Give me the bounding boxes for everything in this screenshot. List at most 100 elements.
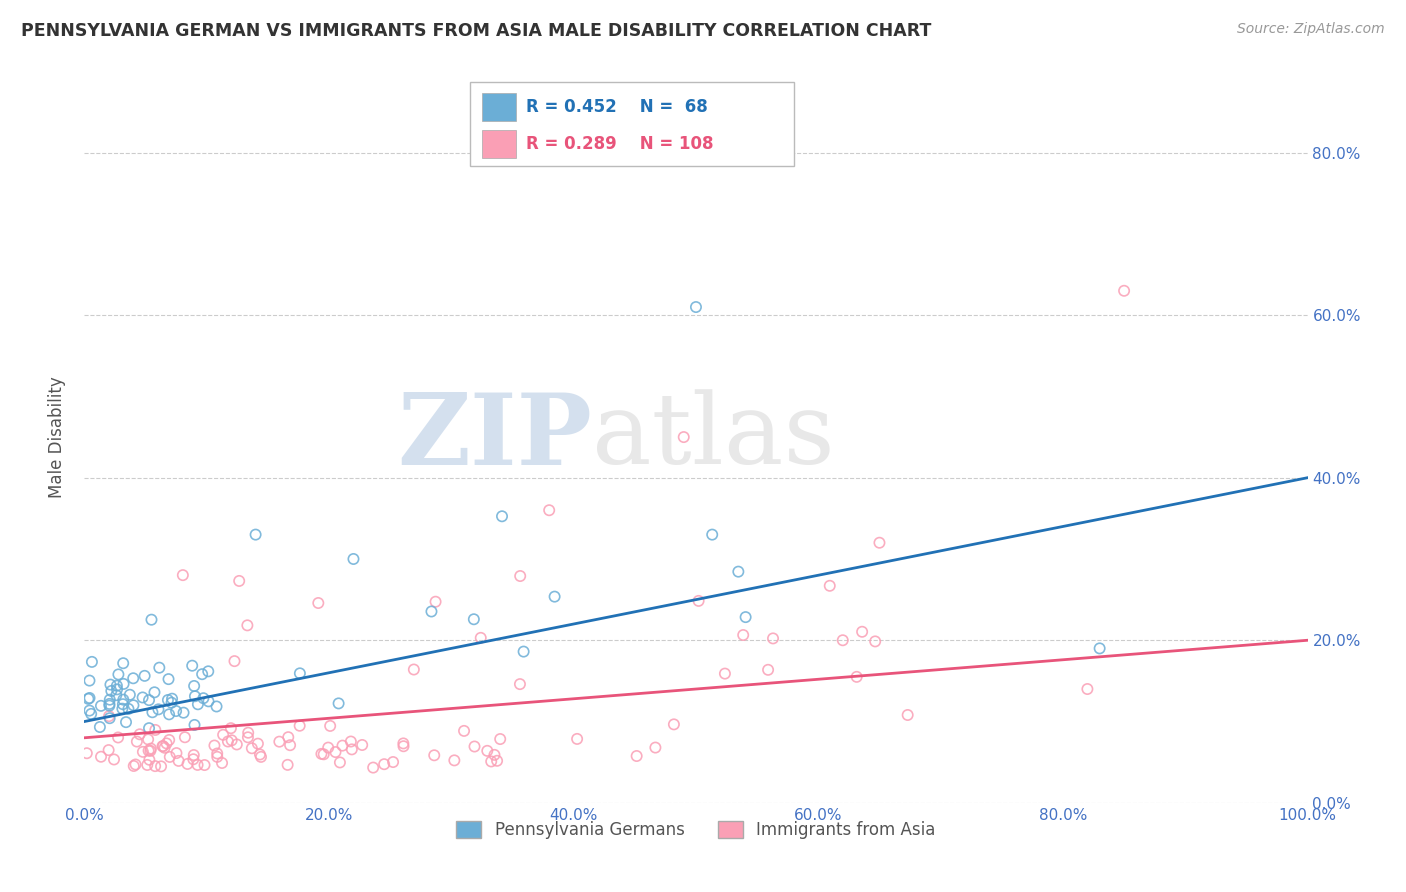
- Point: [105, 682, 128, 697]
- Point: [311, 747, 333, 761]
- Point: [228, 574, 250, 588]
- Point: [197, 694, 219, 708]
- Point: [141, 705, 163, 719]
- Point: [307, 596, 329, 610]
- Point: [97, 743, 120, 757]
- Point: [111, 701, 134, 715]
- Point: [250, 750, 273, 764]
- Point: [138, 693, 160, 707]
- Point: [153, 740, 176, 755]
- Point: [157, 733, 180, 747]
- Point: [80, 706, 103, 721]
- Point: [509, 677, 531, 691]
- Point: [138, 744, 160, 758]
- Point: [105, 679, 128, 693]
- Point: [107, 667, 129, 681]
- Point: [329, 756, 352, 770]
- Point: [111, 697, 134, 711]
- Point: [219, 721, 242, 735]
- Point: [204, 739, 226, 753]
- Text: Source: ZipAtlas.com: Source: ZipAtlas.com: [1237, 22, 1385, 37]
- Point: [98, 711, 121, 725]
- Point: [425, 595, 447, 609]
- Point: [77, 691, 100, 706]
- Point: [863, 634, 886, 648]
- Point: [756, 663, 779, 677]
- Point: [392, 739, 415, 754]
- Point: [538, 503, 561, 517]
- Point: [423, 748, 446, 763]
- Point: [176, 756, 198, 771]
- Point: [128, 727, 150, 741]
- Point: [489, 732, 512, 747]
- Point: [212, 728, 235, 742]
- Point: [509, 569, 531, 583]
- Point: [103, 752, 125, 766]
- Point: [191, 667, 214, 681]
- Point: [124, 757, 146, 772]
- Point: [76, 746, 98, 760]
- Point: [463, 612, 485, 626]
- Point: [183, 679, 205, 693]
- Point: [236, 618, 259, 632]
- Point: [402, 663, 425, 677]
- Point: [470, 631, 492, 645]
- Point: [184, 690, 207, 704]
- Point: [662, 717, 685, 731]
- Point: [160, 691, 183, 706]
- Point: [131, 690, 153, 705]
- Point: [205, 699, 228, 714]
- Point: [89, 720, 111, 734]
- Point: [80, 655, 103, 669]
- Point: [181, 658, 204, 673]
- Point: [453, 723, 475, 738]
- Point: [143, 685, 166, 699]
- Point: [312, 747, 335, 762]
- Point: [138, 721, 160, 735]
- Point: [688, 594, 710, 608]
- Point: [373, 757, 395, 772]
- Point: [217, 734, 239, 748]
- Point: [463, 739, 485, 754]
- Point: [225, 738, 247, 752]
- Point: [224, 654, 246, 668]
- Point: [565, 731, 588, 746]
- Point: [831, 633, 853, 648]
- Point: [157, 672, 180, 686]
- Point: [136, 758, 159, 772]
- Point: [278, 738, 301, 752]
- Point: [136, 732, 159, 747]
- Point: [332, 739, 354, 753]
- Point: [236, 731, 259, 745]
- Point: [238, 725, 260, 739]
- Point: [100, 684, 122, 698]
- Point: [851, 624, 873, 639]
- Point: [1088, 641, 1111, 656]
- Point: [143, 723, 166, 737]
- Point: [897, 708, 920, 723]
- Point: [644, 740, 666, 755]
- Point: [148, 702, 170, 716]
- Point: [269, 734, 291, 748]
- Point: [245, 527, 267, 541]
- Point: [197, 665, 219, 679]
- Point: [117, 702, 139, 716]
- Point: [734, 610, 756, 624]
- Point: [112, 657, 135, 671]
- Point: [112, 677, 135, 691]
- Point: [818, 579, 841, 593]
- Point: [626, 749, 648, 764]
- Point: [183, 718, 205, 732]
- Point: [138, 753, 160, 767]
- Point: [246, 737, 269, 751]
- Point: [193, 691, 215, 706]
- Point: [543, 590, 565, 604]
- Point: [392, 736, 415, 750]
- Point: [193, 758, 215, 772]
- Point: [152, 739, 174, 754]
- Point: [139, 744, 162, 758]
- Point: [486, 754, 509, 768]
- Point: [479, 755, 502, 769]
- Point: [714, 666, 737, 681]
- Point: [90, 749, 112, 764]
